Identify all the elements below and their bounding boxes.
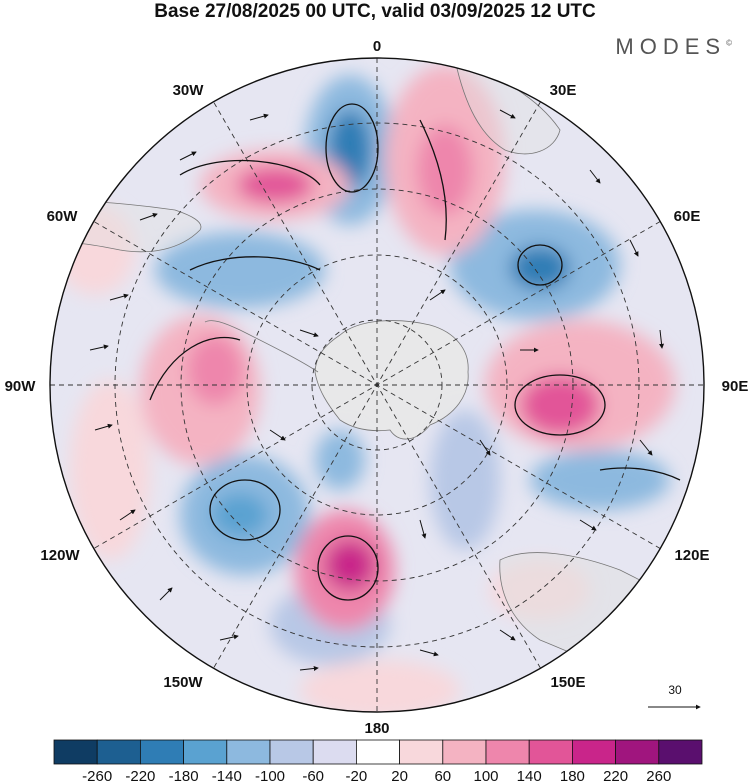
colorbar-swatch [355, 739, 400, 765]
negative-anomaly [510, 246, 570, 290]
label-180: 180 [364, 720, 389, 737]
colorbar-tick-label: -260 [82, 768, 112, 783]
negative-anomaly [155, 232, 325, 308]
label-0: 0 [373, 38, 381, 55]
negative-anomaly [212, 493, 268, 537]
label-150e: 150E [550, 674, 585, 691]
negative-anomaly [530, 450, 670, 510]
colorbar-swatch [572, 739, 617, 765]
colorbar-tick-label: -140 [212, 768, 242, 783]
map-disk [50, 58, 704, 712]
colorbar-swatch [485, 739, 530, 765]
colorbar: -260 -220 -180 -140 -100 -60 -20 20 60 100 140 180 2… [53, 739, 703, 783]
colorbar-tick-label: -100 [255, 768, 285, 783]
negative-anomaly [430, 410, 500, 550]
positive-anomaly [520, 375, 600, 435]
colorbar-tick-label: -20 [346, 768, 368, 783]
colorbar-tick-label: 20 [391, 768, 408, 783]
colorbar-swatch [658, 739, 703, 765]
label-120w: 120W [40, 547, 80, 564]
colorbar-swatch [226, 739, 271, 765]
colorbar-tick-label: 180 [560, 768, 585, 783]
colorbar-swatch [615, 739, 660, 765]
reference-vector-label: 30 [668, 683, 682, 697]
label-90e: 90E [722, 378, 749, 395]
colorbar-tick-label: 260 [646, 768, 671, 783]
colorbar-swatch [53, 739, 98, 765]
negative-anomaly [315, 430, 365, 490]
colorbar-tick-label: -180 [169, 768, 199, 783]
label-60e: 60E [674, 208, 701, 225]
label-30e: 30E [550, 82, 577, 99]
positive-anomaly [417, 125, 473, 215]
colorbar-tick-label: 100 [473, 768, 498, 783]
streamlines [149, 103, 681, 601]
anomaly-field [55, 65, 675, 712]
map-title: Base 27/08/2025 00 UTC, valid 03/09/2025… [154, 1, 596, 22]
colorbar-tick-label: 220 [603, 768, 628, 783]
colorbar-swatch [442, 739, 487, 765]
colorbar-swatch [183, 739, 228, 765]
brand-text: MODES [615, 34, 727, 59]
colorbar-swatch [139, 739, 184, 765]
wind-vectors [89, 109, 665, 671]
label-30w: 30W [173, 82, 205, 99]
positive-anomaly [300, 660, 460, 712]
label-120e: 120E [674, 547, 709, 564]
positive-anomaly [187, 335, 243, 405]
positive-anomaly [325, 540, 375, 590]
colorbar-tick-label: 60 [434, 768, 451, 783]
meridian-lines [50, 58, 704, 712]
positive-anomaly [70, 380, 150, 560]
label-60w: 60W [47, 208, 79, 225]
colorbar-swatch [312, 739, 357, 765]
map-border [49, 57, 705, 713]
australia-coast [499, 552, 701, 701]
reference-vector: 30 [648, 683, 701, 710]
label-150w: 150W [163, 674, 203, 691]
modes-logo: MODES© [615, 34, 732, 60]
colorbar-tick-label: -60 [302, 768, 324, 783]
colorbar-tick-label: -220 [125, 768, 155, 783]
colorbar-swatch [269, 739, 314, 765]
colorbar-swatch [528, 739, 573, 765]
colorbar-tick-label: 140 [517, 768, 542, 783]
antarctic-peninsula [204, 320, 319, 373]
colorbar-swatch [399, 739, 444, 765]
colorbar-swatch [96, 739, 141, 765]
label-90w: 90W [5, 378, 37, 395]
brand-mark: © [726, 38, 732, 48]
